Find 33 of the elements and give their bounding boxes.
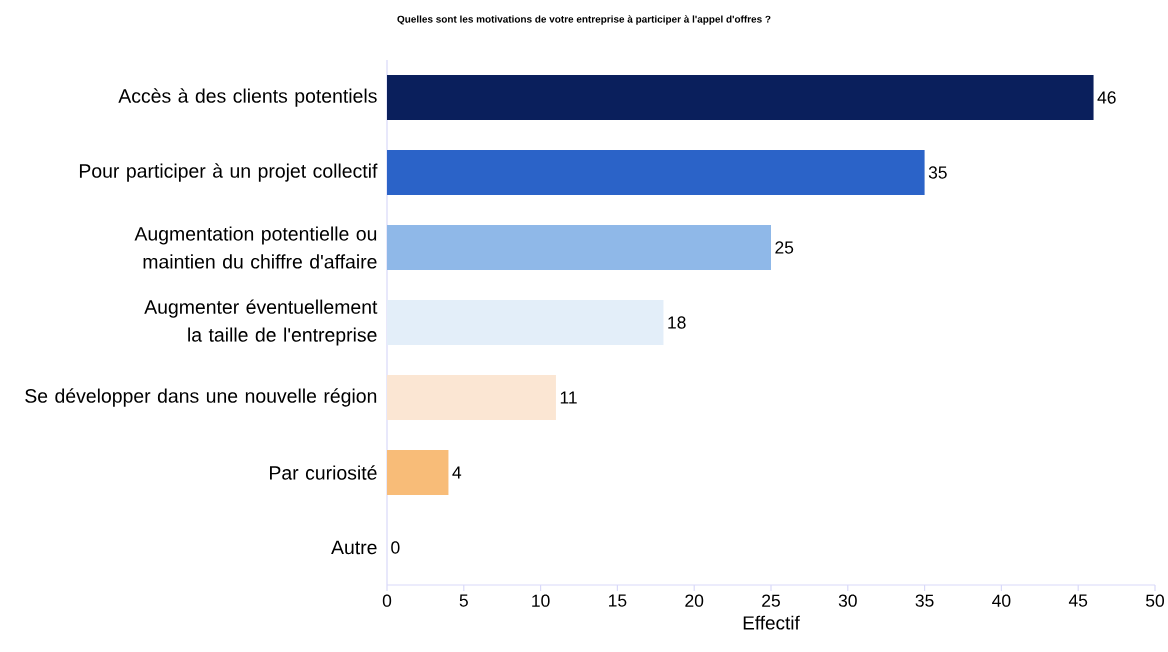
y-tick-label: Autre [331,540,377,555]
x-tick-label: 45 [1068,594,1088,607]
bar [387,224,771,270]
y-tick-label: Augmentation potentielle ou maintien du chiffre d'affaire [134,226,377,269]
bar [387,149,925,195]
y-tick-label: Par curiosité [270,465,377,480]
x-tick-label: 30 [838,594,857,607]
bar [387,449,449,495]
x-tick-label: 15 [609,594,627,607]
data-label: 11 [560,391,577,404]
data-label: 0 [391,541,400,554]
data-label: 46 [1097,91,1116,104]
x-tick-label: 35 [915,594,934,607]
y-tick-label: Pour participer à un projet collectif [79,163,378,182]
y-tick-label: Accès à des clients potentiels [118,88,377,107]
data-label: 4 [452,466,462,479]
chart-title: Quelles sont les motivations de votre entreprise à participer à l'appel d'offres ? [397,15,771,25]
x-tick-label: 5 [459,594,468,607]
data-label: 18 [668,316,686,329]
data-label: 25 [775,241,794,254]
data-label: 35 [928,166,947,179]
x-tick-label: 20 [685,594,704,607]
bar [387,74,1094,120]
x-tick-label: 10 [532,594,550,607]
x-tick-label: 0 [382,594,392,607]
bar [387,374,556,420]
x-axis-title: Effectif [743,615,800,630]
x-tick-label: 50 [1146,594,1165,607]
x-tick-label: 40 [992,594,1011,607]
y-tick-label: Se développer dans une nouvelle région [25,388,377,407]
bar [387,299,664,345]
y-tick-label: Augmenter éventuellement la taille de l'entreprise [144,299,378,346]
x-tick-label: 25 [762,594,780,607]
